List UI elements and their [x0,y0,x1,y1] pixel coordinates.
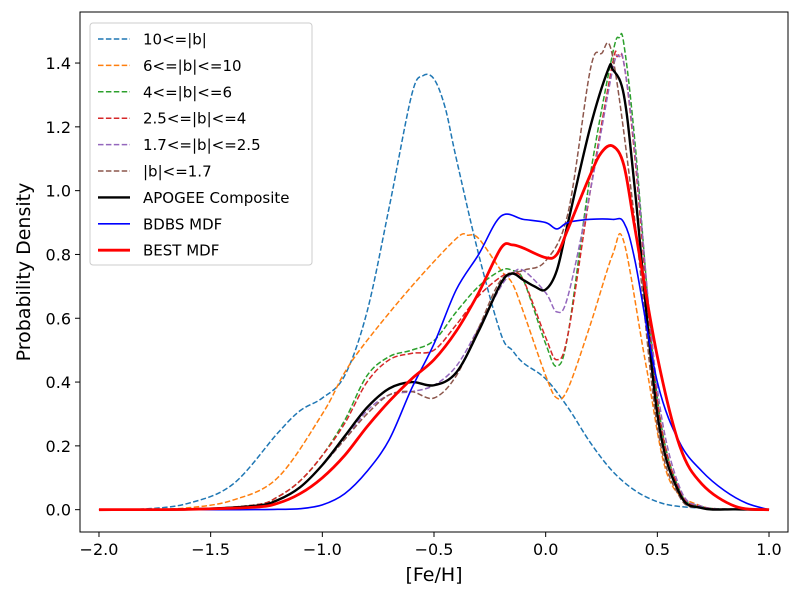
legend-label: BEST MDF [143,242,219,260]
legend-label: 2.5<=|b|<=4 [143,110,246,128]
x-tick-label: −2.0 [80,540,119,559]
x-tick-label: 0.5 [645,540,670,559]
legend: 10<=|b| 6<=|b|<=10 4<=|b|<=6 2.5<=|b|<=4 1.7… [89,22,313,266]
series-line-6-b-10 [98,232,770,511]
x-tick-label: 1.0 [756,540,781,559]
legend-label: 10<=|b| [143,31,207,49]
legend-box [89,22,313,266]
y-tick-label: 0.8 [46,245,71,264]
y-axis-label: Probability Density [13,183,35,362]
y-tick-label: 1.0 [46,182,71,201]
series-line-apogee-composite [98,62,770,511]
y-tick-label: 1.2 [46,118,71,137]
y-tick-label: 0.6 [46,309,71,328]
legend-label: 6<=|b|<=10 [143,57,242,75]
legend-label: BDBS MDF [143,215,222,233]
x-tick-label: 0.0 [533,540,558,559]
legend-label: 4<=|b|<=6 [143,83,232,101]
series-layer [98,32,770,512]
x-tick-label: −1.5 [191,540,230,559]
y-tick-label: 0.0 [46,501,71,520]
y-tick-label: 0.4 [46,373,71,392]
x-tick-label: −0.5 [415,540,454,559]
y-tick-label: 0.2 [46,437,71,456]
series-line-best-mdf [98,144,770,512]
legend-label: |b|<=1.7 [143,163,212,181]
x-tick-label: −1.0 [303,540,342,559]
legend-label: APOGEE Composite [143,189,290,207]
legend-label: 1.7<=|b|<=2.5 [143,136,261,154]
ticks-layer: −2.0 −1.5 −1.0 −0.5 0.0 0.5 1.0 0.0 0.2 0.4 0.6 0.8… [46,54,782,559]
series-line-bdbs-mdf [98,213,770,511]
y-tick-label: 1.4 [46,54,71,73]
x-axis-label: [Fe/H] [405,564,462,586]
